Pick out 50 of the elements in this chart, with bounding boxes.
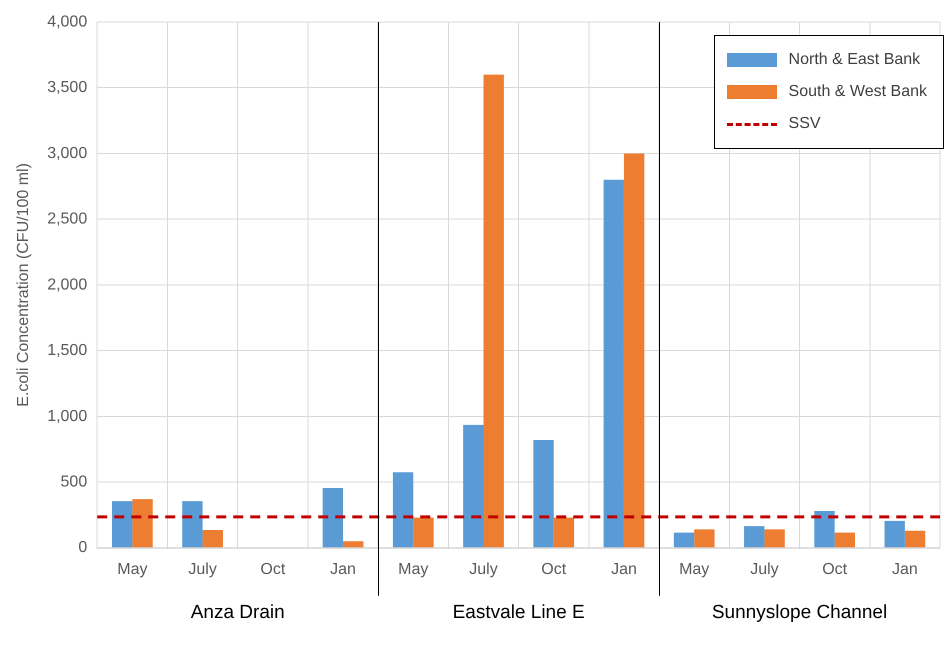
x-tick-label: Oct (541, 560, 567, 578)
bar (764, 529, 785, 548)
y-tick-label: 2,500 (47, 210, 88, 228)
bar (392, 472, 414, 548)
legend-label: South & West Bank (788, 83, 927, 101)
bar (132, 499, 153, 548)
y-tick-label: 1,000 (47, 408, 88, 425)
bar (533, 440, 554, 548)
x-tick-label: May (679, 560, 710, 578)
y-tick-label: 1,500 (47, 342, 88, 360)
y-tick-label: 3,000 (47, 144, 88, 162)
bar (112, 501, 132, 548)
bar (554, 518, 574, 548)
bar (484, 74, 504, 548)
bar (674, 532, 694, 548)
y-tick-label: 4,000 (47, 13, 88, 30)
x-tick-label: Jan (611, 560, 637, 578)
text: Eastvale Line E (452, 602, 585, 624)
bar (202, 530, 223, 548)
x-tick-label: July (750, 560, 779, 578)
bar (413, 518, 434, 548)
x-tick-label: Oct (822, 560, 848, 578)
y-axis-title: E.coli Concentration (CFU/100 ml) (15, 163, 32, 407)
x-tick-label: July (188, 560, 217, 578)
bar (343, 541, 364, 548)
y-tick-label: 3,500 (47, 79, 88, 96)
bar (884, 520, 905, 548)
y-tick-label: 500 (60, 473, 88, 490)
bar (904, 530, 926, 548)
bar (834, 532, 856, 548)
legend-label: North & East Bank (788, 51, 920, 69)
x-tick-label: May (117, 560, 148, 578)
bar (322, 488, 344, 548)
bar (624, 153, 644, 548)
bar (182, 501, 203, 548)
y-tick-label: 0 (78, 539, 88, 556)
legend-label: SSV (788, 115, 821, 133)
text: Sunnyslope Channel (712, 602, 888, 624)
bar (604, 180, 624, 548)
y-tick-label: 2,000 (47, 276, 88, 294)
bar (463, 424, 484, 548)
x-tick-label: July (469, 560, 498, 578)
text: Anza Drain (190, 602, 285, 624)
x-tick-label: Jan (330, 560, 356, 578)
x-tick-label: May (398, 560, 428, 578)
bar (814, 510, 835, 548)
x-tick-label: Jan (892, 560, 918, 578)
bar (694, 529, 715, 548)
x-tick-label: Oct (260, 560, 286, 578)
bar (744, 526, 764, 548)
